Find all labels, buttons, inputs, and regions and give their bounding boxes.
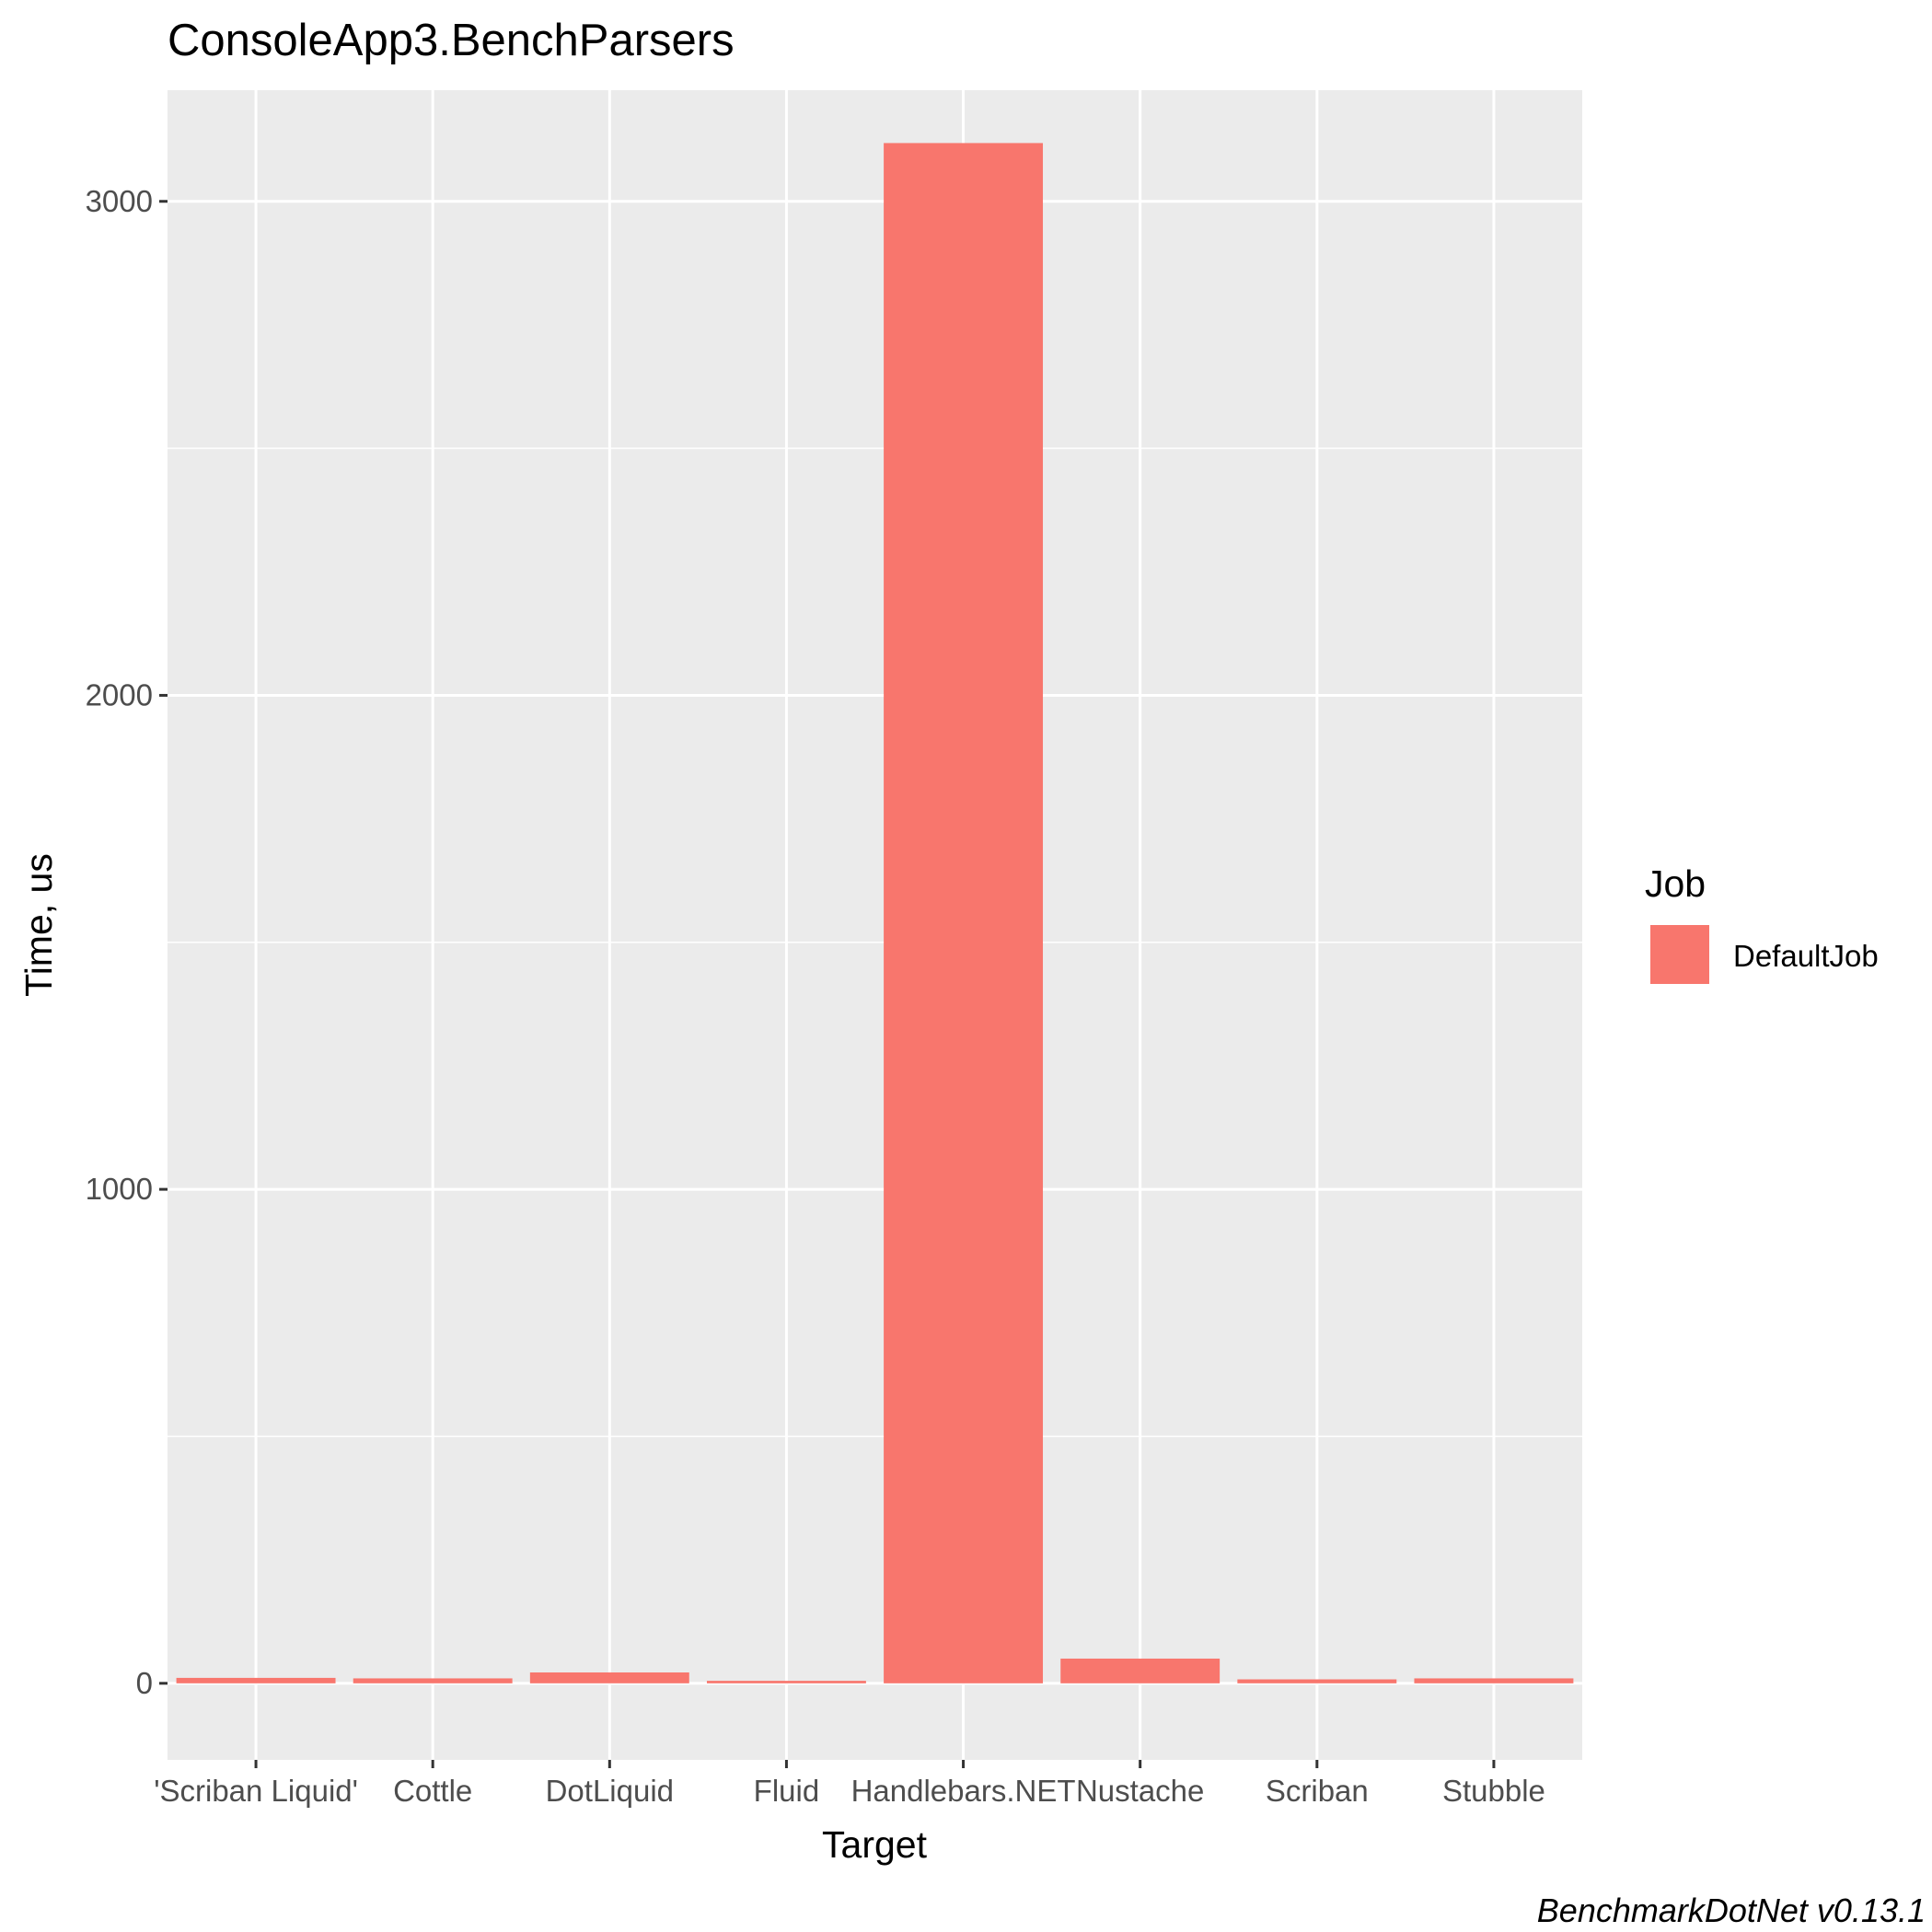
bar [884,143,1044,1683]
x-tick-label: 'Scriban Liquid' [154,1774,358,1808]
y-axis-title: Time, us [17,853,60,997]
y-tick-label: 1000 [86,1172,153,1206]
y-tick-label: 0 [136,1666,153,1700]
legend-label: DefaultJob [1733,939,1879,973]
x-tick-label: DotLiquid [546,1774,674,1808]
y-tick-label: 3000 [86,184,153,218]
y-tick-label: 2000 [86,677,153,711]
bar-series [176,143,1574,1683]
chart-title: ConsoleApp3.BenchParsers [168,16,735,65]
bar [1060,1658,1221,1683]
x-tick-label: Fluid [754,1774,820,1808]
legend-title: Job [1645,862,1706,905]
x-tick-label: Cottle [393,1774,472,1808]
x-tick-label: Handlebars.NET [851,1774,1076,1808]
plot-panel [168,90,1582,1760]
bar [1414,1678,1574,1683]
minor-gridlines [168,447,1582,1438]
x-axis: 'Scriban Liquid' Cottle DotLiquid Fluid Hand… [154,1760,1545,1808]
x-tick-label: Nustache [1076,1774,1204,1808]
bar [176,1677,336,1683]
x-axis-title: Target [822,1823,928,1866]
x-tick-label: Scriban [1266,1774,1369,1808]
bar [353,1678,513,1683]
legend: Job DefaultJob [1645,862,1879,986]
caption: BenchmarkDotNet v0.13.1 [1537,1892,1926,1929]
bar [706,1681,866,1683]
bar [1237,1679,1397,1683]
legend-swatch [1649,923,1711,986]
y-axis: 0 1000 2000 3000 [86,184,168,1700]
x-tick-label: Stubble [1442,1774,1545,1808]
bar [529,1672,689,1683]
